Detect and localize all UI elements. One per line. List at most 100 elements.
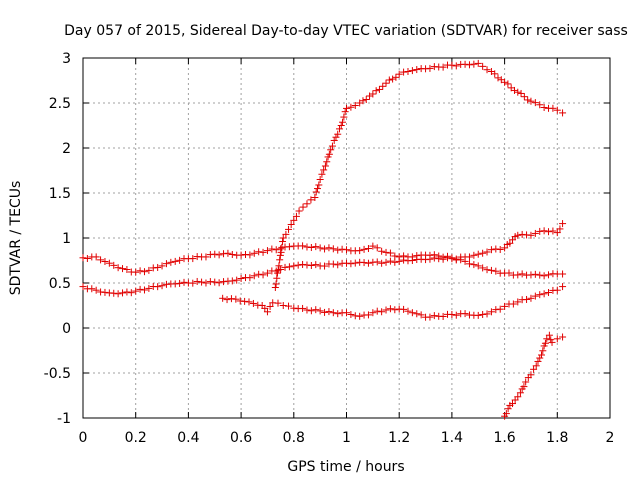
data-point-satellite-d bbox=[461, 60, 469, 68]
data-point-satellite-a bbox=[272, 246, 280, 254]
data-point-satellite-a bbox=[246, 251, 254, 259]
data-point-satellite-a bbox=[316, 244, 324, 252]
data-point-satellite-a bbox=[364, 245, 372, 253]
data-point-satellite-b bbox=[158, 282, 166, 290]
data-point-satellite-e bbox=[539, 347, 547, 355]
data-point-satellite-b bbox=[545, 228, 553, 236]
data-point-satellite-a bbox=[536, 271, 544, 279]
data-point-satellite-a bbox=[386, 249, 394, 257]
y-axis-label: SDTVAR / TECUs bbox=[8, 181, 24, 296]
data-point-satellite-c bbox=[356, 312, 364, 320]
data-point-satellite-d bbox=[274, 269, 282, 277]
x-tick-label: 1.6 bbox=[493, 430, 515, 446]
data-point-satellite-a bbox=[250, 249, 258, 257]
data-point-satellite-c bbox=[479, 310, 487, 318]
data-point-satellite-c bbox=[439, 312, 447, 320]
data-point-satellite-b bbox=[312, 261, 320, 269]
data-point-satellite-a bbox=[176, 256, 184, 264]
data-point-satellite-d bbox=[389, 75, 397, 83]
data-point-satellite-a bbox=[492, 267, 500, 275]
data-point-satellite-b bbox=[250, 272, 258, 280]
data-point-satellite-d bbox=[359, 97, 367, 105]
data-point-satellite-b bbox=[88, 285, 96, 293]
data-point-satellite-b bbox=[382, 258, 390, 266]
data-point-satellite-b bbox=[395, 257, 403, 265]
data-point-satellite-a bbox=[470, 261, 478, 269]
x-tick-label: 1 bbox=[342, 430, 351, 446]
data-point-satellite-a bbox=[391, 252, 399, 260]
data-point-satellite-e bbox=[522, 378, 530, 386]
data-point-satellite-a bbox=[285, 243, 293, 251]
data-point-satellite-a bbox=[158, 262, 166, 270]
data-point-satellite-b bbox=[373, 258, 381, 266]
data-point-satellite-d bbox=[351, 102, 359, 110]
data-point-satellite-b bbox=[351, 259, 359, 267]
data-point-satellite-b bbox=[211, 278, 219, 286]
data-point-satellite-a bbox=[545, 271, 553, 279]
data-point-satellite-b bbox=[444, 254, 452, 262]
data-point-satellite-d bbox=[328, 142, 336, 150]
data-point-satellite-c bbox=[404, 307, 412, 315]
chart-title: Day 057 of 2015, Sidereal Day-to-day VTE… bbox=[64, 23, 628, 39]
data-point-satellite-d bbox=[311, 194, 319, 201]
data-point-satellite-c bbox=[263, 308, 271, 316]
data-point-satellite-c bbox=[364, 311, 372, 319]
data-point-satellite-b bbox=[285, 263, 293, 271]
data-point-satellite-a bbox=[303, 243, 311, 251]
data-point-satellite-d bbox=[439, 63, 447, 71]
data-point-satellite-a bbox=[92, 253, 100, 261]
data-point-satellite-a bbox=[83, 254, 91, 262]
data-point-satellite-e bbox=[520, 383, 528, 391]
data-point-satellite-d bbox=[501, 78, 509, 86]
data-point-satellite-d bbox=[540, 104, 548, 111]
data-point-satellite-c bbox=[334, 310, 342, 318]
data-point-satellite-a bbox=[268, 245, 276, 253]
data-point-satellite-d bbox=[536, 101, 544, 109]
data-point-satellite-a bbox=[202, 253, 210, 261]
data-point-satellite-c bbox=[285, 302, 293, 310]
data-point-satellite-a bbox=[171, 257, 179, 265]
data-point-satellite-a bbox=[479, 264, 487, 272]
data-point-satellite-c bbox=[391, 306, 399, 314]
data-point-satellite-b bbox=[123, 288, 131, 296]
data-point-satellite-a bbox=[531, 270, 539, 278]
data-point-satellite-a bbox=[189, 255, 197, 263]
data-point-satellite-d bbox=[470, 60, 478, 68]
x-tick-label: 1.8 bbox=[546, 430, 568, 446]
y-tick-label: -0.5 bbox=[44, 366, 71, 382]
data-point-satellite-d bbox=[549, 104, 557, 112]
data-point-satellite-d bbox=[321, 162, 329, 170]
x-tick-label: 0.8 bbox=[283, 430, 305, 446]
data-point-satellite-e bbox=[545, 331, 553, 339]
data-point-satellite-b bbox=[483, 248, 491, 256]
data-point-satellite-c bbox=[514, 298, 522, 306]
data-point-satellite-d bbox=[318, 170, 326, 178]
data-point-satellite-b bbox=[474, 250, 482, 258]
data-point-satellite-c bbox=[413, 310, 421, 318]
data-point-satellite-b bbox=[140, 286, 148, 294]
data-point-satellite-a bbox=[259, 248, 267, 256]
data-point-satellite-d bbox=[316, 176, 324, 183]
data-point-satellite-b bbox=[136, 285, 144, 293]
data-point-satellite-d bbox=[307, 196, 315, 204]
data-point-satellite-c bbox=[553, 286, 561, 294]
data-point-satellite-b bbox=[101, 288, 109, 296]
data-point-satellite-c bbox=[307, 307, 315, 315]
data-point-satellite-d bbox=[340, 113, 348, 121]
data-point-satellite-c bbox=[501, 302, 509, 310]
data-point-satellite-d bbox=[271, 284, 279, 291]
data-point-satellite-e bbox=[543, 335, 551, 343]
data-point-satellite-b bbox=[360, 259, 368, 267]
y-tick-label: 0.5 bbox=[49, 276, 71, 292]
data-point-satellite-b bbox=[176, 279, 184, 287]
data-point-satellite-c bbox=[487, 308, 495, 316]
data-point-satellite-b bbox=[540, 227, 548, 235]
data-point-satellite-c bbox=[531, 292, 539, 300]
data-point-satellite-a bbox=[97, 256, 105, 264]
data-point-satellite-a bbox=[514, 271, 522, 279]
x-tick-label: 2 bbox=[606, 430, 615, 446]
x-tick-label: 0.4 bbox=[177, 430, 199, 446]
data-point-satellite-c bbox=[347, 311, 355, 319]
data-point-satellite-b bbox=[527, 231, 535, 239]
data-point-satellite-b bbox=[303, 261, 311, 269]
